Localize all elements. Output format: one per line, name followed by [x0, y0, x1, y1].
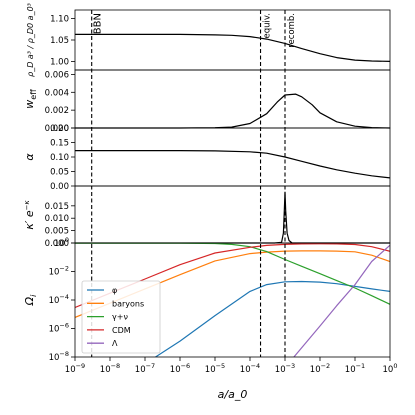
y-tick-label: 0.15: [50, 139, 69, 149]
series-line-omega-3: [75, 243, 390, 309]
x-tick-label: 10−3: [275, 362, 295, 375]
legend-label-4: Λ: [112, 339, 118, 348]
legend-label-1: baryons: [112, 299, 144, 308]
y-tick-label: 10−6: [49, 322, 69, 335]
x-tick-label: 10−8: [100, 362, 120, 375]
x-tick-label: 10−2: [310, 362, 330, 375]
y-tick-label: 0.005: [45, 227, 69, 237]
legend-label-3: CDM: [112, 326, 131, 335]
series-line-omega-0: [155, 280, 390, 357]
y-tick-label: 0.00: [50, 182, 69, 192]
ylabel-alpha: α: [23, 153, 36, 161]
y-tick-label: 0.015: [45, 202, 69, 212]
y-tick-label: 0.10: [50, 153, 69, 163]
vline-label-0: BBN: [93, 13, 104, 34]
ylabel-weff: weff: [23, 89, 38, 109]
vline-label-2: recomb.: [287, 13, 297, 48]
series-line-weff: [75, 93, 390, 129]
panel-frame-visibility: [74, 185, 391, 244]
x-tick-label: 100: [383, 362, 398, 375]
panel-weff-series: [75, 93, 390, 129]
series-line-density: [75, 33, 390, 62]
y-tick-label: 1.10: [50, 15, 69, 25]
y-tick-label: 0.000: [45, 239, 69, 249]
panel-frame-alpha: [74, 127, 391, 187]
legend-label-2: γ+ν: [112, 313, 128, 322]
y-tick-label: 10−8: [49, 350, 69, 363]
x-tick-label: 10−5: [205, 362, 225, 375]
y-tick-label: 10−4: [49, 293, 69, 306]
y-tick-label: 0.000: [45, 124, 69, 134]
ylabel-visibility: κ′ e−κ: [23, 200, 36, 230]
x-tick-label: 10−9: [65, 362, 85, 375]
y-tick-label: 0.20: [50, 124, 69, 134]
y-tick-label: 100: [54, 236, 69, 249]
series-line-omega-4: [293, 244, 390, 357]
y-tick-label: 0.05: [50, 168, 69, 178]
ylabel-omega: Ωi: [23, 294, 38, 306]
panel-density-series: [75, 33, 390, 62]
x-tick-label: 10−6: [170, 362, 190, 375]
y-tick-label: 1.00: [50, 57, 69, 67]
panel-frame-omega: [74, 242, 391, 358]
y-tick-label: 0.010: [45, 214, 69, 224]
y-tick-label: 0.004: [45, 88, 69, 98]
x-tick-label: 10−4: [240, 362, 260, 375]
series-line-visibility: [75, 191, 390, 244]
y-tick-label: 10−2: [49, 265, 69, 278]
y-tick-label: 0.002: [45, 106, 69, 116]
x-tick-label: 10−7: [135, 362, 155, 375]
panel-visibility-series: [75, 191, 390, 244]
legend-box: [81, 280, 161, 354]
vline-label-1: equiv.: [263, 13, 273, 38]
series-line-alpha: [75, 150, 390, 179]
xlabel: a/a_0: [218, 388, 248, 401]
panel-alpha-series: [75, 150, 390, 179]
panel-frame-weff: [74, 69, 391, 129]
y-tick-label: 0.006: [45, 70, 69, 80]
legend-label-0: φ: [112, 286, 117, 295]
ylabel-density: ρ_D a³ / ρ_D0 a_0³: [26, 3, 35, 77]
y-tick-label: 1.05: [50, 36, 69, 46]
x-tick-label: 10−1: [345, 362, 365, 375]
panel-frame-density: [74, 9, 391, 71]
